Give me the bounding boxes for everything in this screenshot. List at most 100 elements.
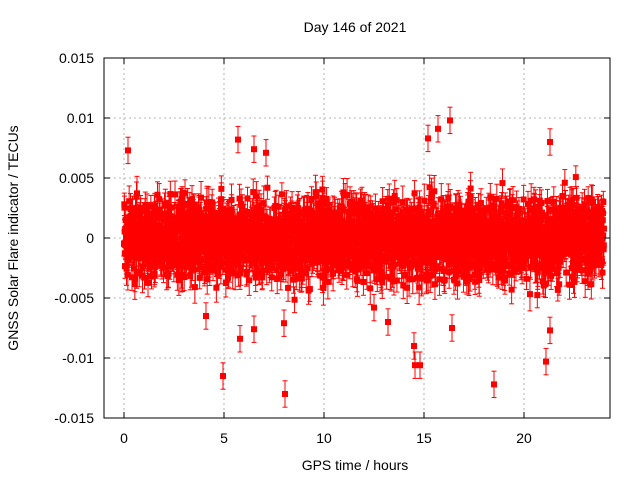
data-point (258, 207, 265, 214)
data-point (328, 266, 335, 273)
data-point (141, 274, 148, 281)
data-point (254, 249, 261, 256)
data-point (239, 203, 246, 210)
data-point (188, 253, 195, 260)
data-point (124, 271, 131, 278)
data-point (154, 191, 161, 198)
data-point (225, 274, 232, 281)
data-point (264, 184, 271, 191)
data-point (181, 202, 188, 209)
data-point (129, 274, 136, 281)
data-point (320, 284, 327, 291)
data-point (285, 258, 292, 265)
data-point (181, 274, 188, 281)
data-point (296, 235, 303, 242)
data-point (192, 266, 199, 273)
data-point (304, 253, 311, 260)
data-point (297, 244, 304, 251)
data-point (283, 203, 290, 210)
data-point (319, 232, 326, 239)
data-point (166, 263, 173, 270)
data-point (237, 270, 244, 277)
data-point (203, 265, 210, 272)
data-point (185, 239, 192, 246)
data-point (218, 185, 225, 192)
data-point (259, 259, 266, 266)
data-point (266, 265, 273, 272)
data-point (271, 220, 278, 227)
data-point (312, 189, 319, 196)
data-point (152, 221, 159, 228)
data-point (260, 200, 267, 207)
data-point (320, 201, 327, 208)
data-point (323, 195, 330, 202)
data-point (251, 219, 258, 226)
data-point (321, 220, 328, 227)
data-point (213, 284, 220, 291)
data-point (320, 207, 327, 214)
data-point (124, 235, 131, 242)
data-point (244, 218, 251, 225)
data-point (168, 204, 175, 211)
data-point (262, 214, 269, 221)
data-point (166, 209, 173, 216)
data-point (205, 217, 212, 224)
data-point (243, 255, 250, 262)
data-point (225, 229, 232, 236)
data-point (298, 275, 305, 282)
data-point (121, 204, 128, 211)
data-point (243, 268, 250, 275)
data-points (121, 106, 607, 408)
data-point (288, 254, 295, 261)
data-point (314, 257, 321, 264)
data-point (182, 190, 189, 197)
data-point (220, 205, 227, 212)
data-point (324, 278, 331, 285)
data-point (169, 254, 176, 261)
data-point (293, 274, 300, 281)
data-point (190, 239, 197, 246)
data-point (227, 260, 234, 267)
data-point (211, 220, 218, 227)
data-point (259, 274, 266, 281)
data-point (289, 204, 296, 211)
data-point (217, 256, 224, 263)
data-point (147, 203, 154, 210)
data-point (137, 204, 144, 211)
data-point (316, 200, 323, 207)
data-point (278, 191, 285, 198)
data-point (195, 251, 202, 258)
data-point (198, 194, 205, 201)
data-point (203, 205, 210, 212)
data-point (217, 263, 224, 270)
data-point (273, 267, 280, 274)
data-point (176, 205, 183, 212)
data-point (292, 235, 299, 242)
data-point (179, 196, 186, 203)
data-point (217, 244, 224, 251)
data-point (253, 256, 260, 263)
data-point (290, 227, 297, 234)
data-point (142, 202, 149, 209)
data-point (246, 277, 253, 284)
data-point (160, 256, 167, 263)
data-point (240, 248, 247, 255)
data-point (219, 260, 226, 267)
data-point (291, 296, 298, 303)
data-point (180, 211, 187, 218)
data-point (205, 199, 212, 206)
data-point (196, 274, 203, 281)
data-point (123, 265, 130, 272)
data-point (282, 263, 289, 270)
data-point (256, 202, 263, 209)
data-point (244, 195, 251, 202)
data-point (162, 201, 169, 208)
data-point (308, 195, 315, 202)
data-point (175, 262, 182, 269)
data-point (237, 217, 244, 224)
data-point (275, 218, 282, 225)
data-point (277, 271, 284, 278)
data-point (252, 274, 259, 281)
data-point (177, 216, 184, 223)
data-point (306, 286, 313, 293)
